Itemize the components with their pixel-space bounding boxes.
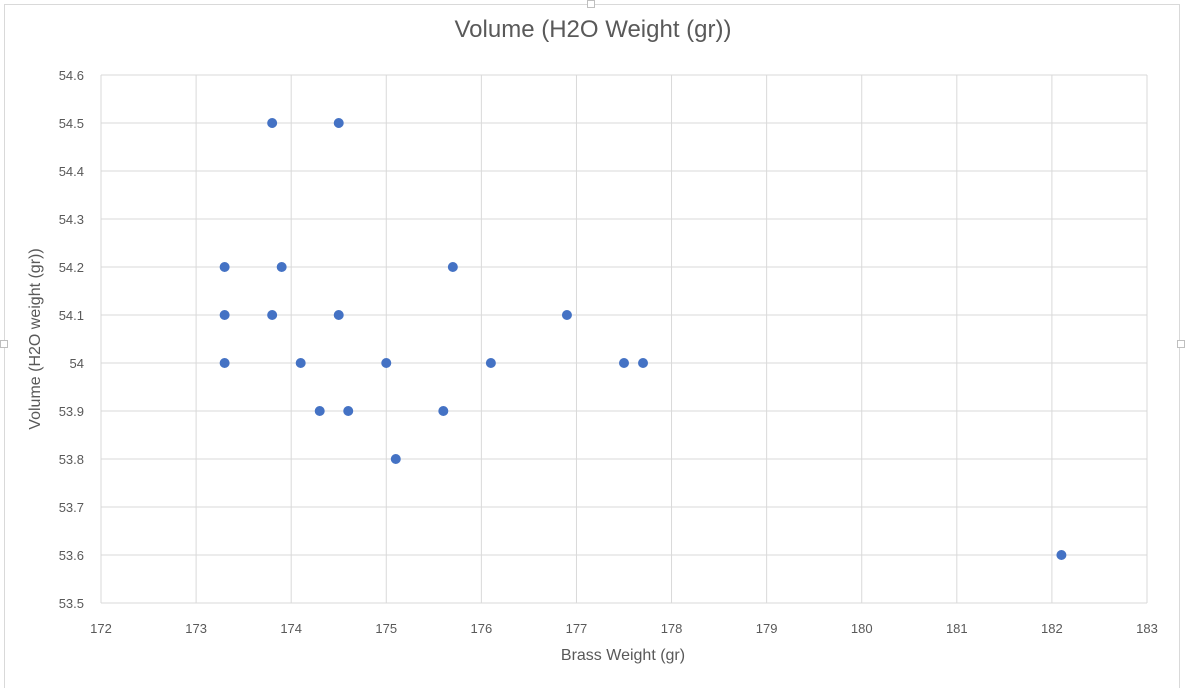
data-point[interactable]: [219, 358, 230, 368]
chart-area[interactable]: [4, 4, 1180, 688]
data-point[interactable]: [381, 358, 392, 368]
x-tick-label: 177: [566, 621, 588, 636]
x-tick-label: 181: [946, 621, 968, 636]
y-tick-label: 54: [70, 356, 84, 371]
x-tick-label: 172: [90, 621, 112, 636]
data-point[interactable]: [314, 406, 325, 416]
data-point[interactable]: [638, 358, 649, 368]
x-tick-label: 183: [1136, 621, 1158, 636]
grid-lines: [100, 74, 1148, 604]
data-point[interactable]: [485, 358, 496, 368]
chart-title: Volume (H2O Weight (gr)): [454, 16, 732, 43]
y-tick-label: 54.6: [59, 68, 84, 83]
y-tick-label: 54.1: [59, 308, 84, 323]
resize-handle-left[interactable]: [0, 340, 8, 348]
data-point[interactable]: [219, 262, 230, 272]
data-point[interactable]: [619, 358, 629, 368]
data-point[interactable]: [333, 310, 344, 320]
y-tick-label: 53.6: [59, 548, 84, 563]
data-point[interactable]: [295, 358, 306, 368]
data-point[interactable]: [343, 406, 354, 416]
data-point[interactable]: [267, 118, 278, 128]
x-tick-label: 178: [661, 621, 683, 636]
data-point[interactable]: [267, 310, 278, 320]
x-tick-label: 173: [185, 621, 207, 636]
x-tick-label: 174: [280, 621, 302, 636]
y-tick-label: 54.3: [59, 212, 84, 227]
y-tick-label: 54.5: [59, 116, 84, 131]
data-point[interactable]: [1056, 550, 1067, 560]
resize-handle-top[interactable]: [587, 0, 595, 8]
x-tick-label: 182: [1041, 621, 1063, 636]
data-point[interactable]: [561, 310, 572, 320]
y-tick-label: 53.7: [59, 500, 84, 515]
x-tick-label: 179: [756, 621, 778, 636]
y-tick-label: 53.9: [59, 404, 84, 419]
y-tick-label: 53.8: [59, 452, 84, 467]
data-point[interactable]: [447, 262, 458, 272]
data-point[interactable]: [390, 454, 401, 464]
x-axis-title: Brass Weight (gr): [560, 647, 686, 664]
data-point[interactable]: [219, 310, 230, 320]
data-point[interactable]: [276, 262, 287, 272]
x-tick-label: 176: [471, 621, 493, 636]
tick-labels: 172 173 174 175 176 177 178 179 180 181 182 183 53.5…: [59, 68, 1158, 636]
y-tick-label: 54.2: [59, 260, 84, 275]
y-tick-label: 53.5: [59, 596, 84, 611]
resize-handle-right[interactable]: [1177, 340, 1185, 348]
x-tick-label: 180: [851, 621, 873, 636]
data-points: [219, 118, 1067, 560]
data-point[interactable]: [438, 406, 449, 416]
data-point[interactable]: [333, 118, 344, 128]
y-tick-label: 54.4: [59, 164, 84, 179]
x-tick-label: 175: [375, 621, 397, 636]
